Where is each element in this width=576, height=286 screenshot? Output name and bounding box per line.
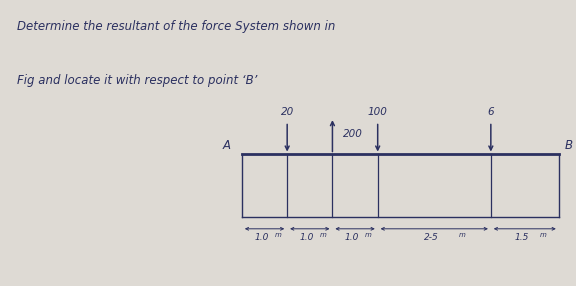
- Text: m: m: [540, 232, 547, 238]
- Text: 1.0: 1.0: [300, 233, 314, 242]
- Text: m: m: [459, 232, 466, 238]
- Text: B: B: [564, 139, 573, 152]
- Text: 100: 100: [367, 107, 388, 117]
- Text: 1.5: 1.5: [515, 233, 529, 242]
- Text: m: m: [320, 232, 327, 238]
- Text: Determine the resultant of the force System shown in: Determine the resultant of the force Sys…: [17, 20, 336, 33]
- Text: 1.0: 1.0: [255, 233, 269, 242]
- Text: 2-5: 2-5: [424, 233, 439, 242]
- Text: m: m: [365, 232, 372, 238]
- Text: A: A: [222, 139, 230, 152]
- Text: 6: 6: [487, 107, 494, 117]
- Text: 20: 20: [281, 107, 294, 117]
- Text: 1.0: 1.0: [345, 233, 359, 242]
- Text: Fig and locate it with respect to point ‘B’: Fig and locate it with respect to point …: [17, 74, 257, 87]
- Text: 200: 200: [343, 129, 363, 139]
- Text: m: m: [275, 232, 282, 238]
